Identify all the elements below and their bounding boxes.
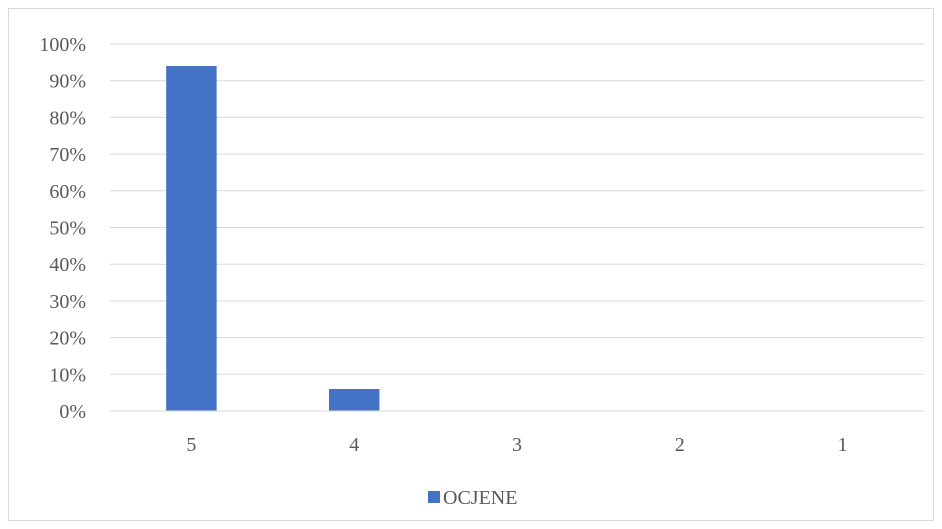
x-axis-tick-labels: 5 4 3 2 1 — [186, 434, 847, 456]
y-tick-label-60: 60% — [49, 181, 86, 203]
legend-swatch — [428, 491, 440, 503]
y-tick-label-30: 30% — [49, 291, 86, 313]
y-tick-label-50: 50% — [49, 218, 86, 240]
y-tick-label-0: 0% — [59, 401, 86, 423]
x-tick-label-2: 2 — [675, 434, 685, 456]
x-tick-label-3: 3 — [512, 434, 522, 456]
bar-5 — [166, 66, 217, 412]
x-tick-label-1: 1 — [838, 434, 848, 456]
x-tick-label-4: 4 — [349, 434, 359, 456]
y-tick-label-10: 10% — [49, 364, 86, 386]
y-tick-label-70: 70% — [49, 144, 86, 166]
y-tick-label-90: 90% — [49, 71, 86, 93]
bar-4 — [328, 388, 380, 411]
y-tick-label-80: 80% — [49, 107, 86, 129]
legend-label: OCJENE — [443, 487, 517, 509]
legend: OCJENE — [428, 487, 517, 509]
y-axis-tick-labels: 0% 10% 20% 30% 40% 50% 60% 70% 80% 90% 100% — [39, 34, 86, 423]
y-tick-label-20: 20% — [49, 328, 86, 350]
y-tick-label-40: 40% — [49, 254, 86, 276]
x-tick-label-5: 5 — [186, 434, 196, 456]
y-tick-label-100: 100% — [39, 34, 86, 56]
gridlines — [110, 43, 924, 375]
bars — [166, 66, 380, 412]
